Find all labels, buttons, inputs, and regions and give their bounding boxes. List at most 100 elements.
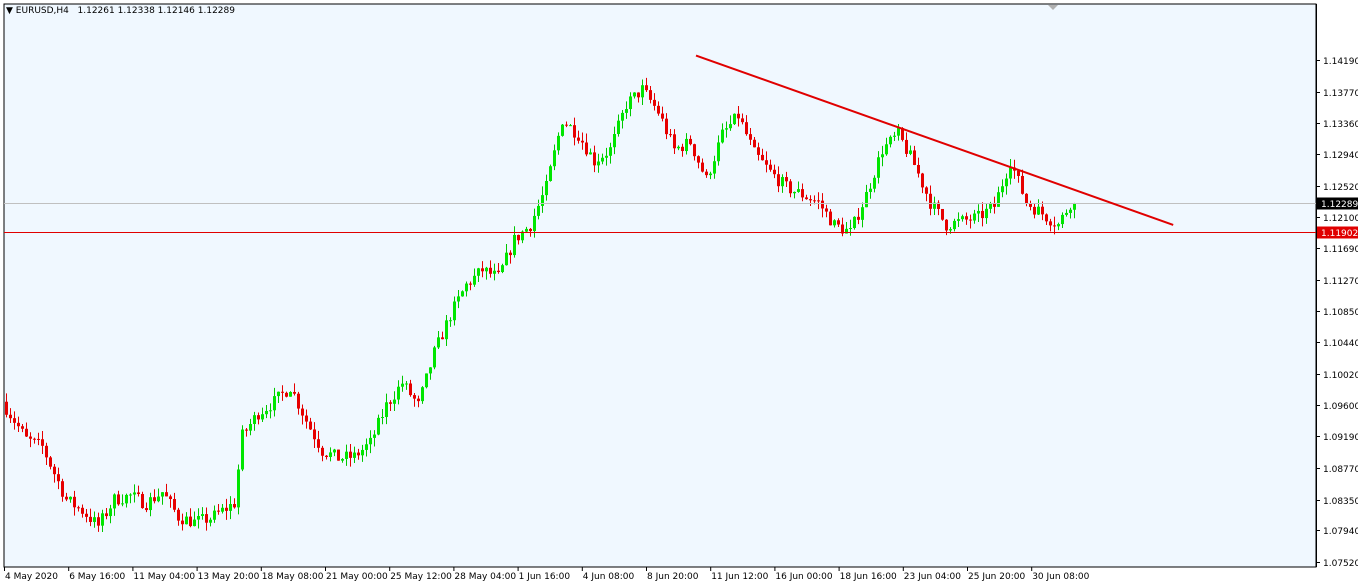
candle-body — [241, 429, 244, 470]
candle-body — [457, 296, 460, 302]
candle-body — [109, 508, 112, 517]
candle-body — [669, 134, 672, 136]
candle-body — [409, 383, 412, 396]
candle-body — [681, 146, 684, 152]
candle-body — [1073, 203, 1076, 210]
candle-body — [209, 519, 212, 523]
candle-body — [741, 118, 744, 123]
candle-body — [329, 452, 332, 457]
candle-body — [397, 386, 400, 400]
candle-body — [897, 128, 900, 136]
y-tick-label: 1.08770 — [1323, 465, 1358, 475]
candle-body — [777, 174, 780, 187]
candle-body — [733, 113, 736, 125]
candle-body — [57, 474, 60, 482]
candle-body — [917, 164, 920, 174]
candle-body — [9, 414, 12, 419]
candle-body — [1053, 225, 1056, 227]
support-price-label: 1.11902 — [1321, 229, 1358, 239]
y-tick-label: 1.13770 — [1323, 89, 1358, 99]
candle-body — [429, 367, 432, 374]
x-tick-label: 25 Jun 20:00 — [968, 572, 1025, 582]
candle-body — [849, 228, 852, 230]
y-tick-label: 1.14190 — [1323, 57, 1358, 67]
candle-body — [181, 520, 184, 525]
candle-body — [481, 268, 484, 272]
candle-body — [877, 157, 880, 178]
candle-body — [933, 202, 936, 209]
candle-body — [173, 499, 176, 510]
candle-body — [153, 497, 156, 502]
candle-body — [493, 270, 496, 274]
chart-shift-marker-icon[interactable] — [1048, 5, 1058, 10]
candle-body — [893, 135, 896, 137]
x-tick-label: 21 May 00:00 — [326, 572, 388, 582]
candle-body — [985, 208, 988, 219]
candle-body — [217, 510, 220, 512]
candle-body — [949, 229, 952, 231]
candle-body — [361, 449, 364, 456]
ohlc-readout: 1.12261 1.12338 1.12146 1.12289 — [77, 6, 235, 16]
candle-body — [873, 177, 876, 189]
candle-body — [121, 503, 124, 505]
trendline[interactable] — [695, 54, 1174, 226]
candle-body — [521, 231, 524, 241]
candle-body — [965, 216, 968, 220]
candle-body — [41, 439, 44, 446]
x-tick-label: 23 Jun 04:00 — [904, 572, 961, 582]
candle-body — [89, 516, 92, 522]
candle-body — [885, 144, 888, 155]
candle-body — [717, 142, 720, 162]
candle-body — [433, 347, 436, 368]
candle-body — [161, 492, 164, 497]
candle-body — [789, 181, 792, 194]
candle-body — [761, 154, 764, 161]
candle-body — [105, 513, 108, 517]
y-tick-label: 1.10440 — [1323, 339, 1358, 349]
candle-body — [129, 494, 132, 496]
candle-body — [709, 173, 712, 176]
y-tick-label: 1.12100 — [1323, 214, 1358, 224]
candle-body — [645, 85, 648, 91]
candle-body — [853, 216, 856, 229]
candle-body — [705, 171, 708, 176]
candle-body — [753, 139, 756, 148]
candle-body — [101, 513, 104, 526]
candle-body — [273, 396, 276, 411]
candle-body — [781, 177, 784, 187]
candle-body — [861, 207, 864, 220]
candle-body — [333, 449, 336, 453]
candle-body — [581, 140, 584, 143]
candle-body — [685, 138, 688, 152]
x-tick-label: 4 May 2020 — [5, 572, 58, 582]
candle-body — [281, 391, 284, 393]
chart-header: ▼ EURUSD,H4 1.12261 1.12338 1.12146 1.12… — [6, 6, 235, 16]
candle-body — [841, 224, 844, 234]
candle-body — [729, 124, 732, 129]
dropdown-icon[interactable]: ▼ — [6, 6, 13, 16]
candle-body — [117, 494, 120, 505]
candle-body — [49, 457, 52, 467]
x-tick-label: 25 May 12:00 — [390, 572, 452, 582]
candle-body — [577, 137, 580, 141]
plot-area[interactable] — [3, 3, 1317, 568]
candle-body — [737, 113, 740, 119]
candle-body — [293, 391, 296, 394]
candle-body — [285, 392, 288, 397]
y-tick-label: 1.11690 — [1323, 245, 1358, 255]
candle-body — [45, 445, 48, 458]
candle-body — [961, 216, 964, 220]
y-tick-label: 1.12520 — [1323, 183, 1358, 193]
candle-body — [557, 135, 560, 151]
candle-body — [381, 417, 384, 419]
candle-body — [417, 398, 420, 402]
candle-body — [341, 458, 344, 461]
candle-body — [817, 200, 820, 202]
candle-body — [725, 128, 728, 130]
candle-body — [421, 387, 424, 402]
candle-body — [401, 383, 404, 387]
candle-body — [345, 451, 348, 459]
symbol-label[interactable]: EURUSD,H4 — [15, 6, 69, 16]
